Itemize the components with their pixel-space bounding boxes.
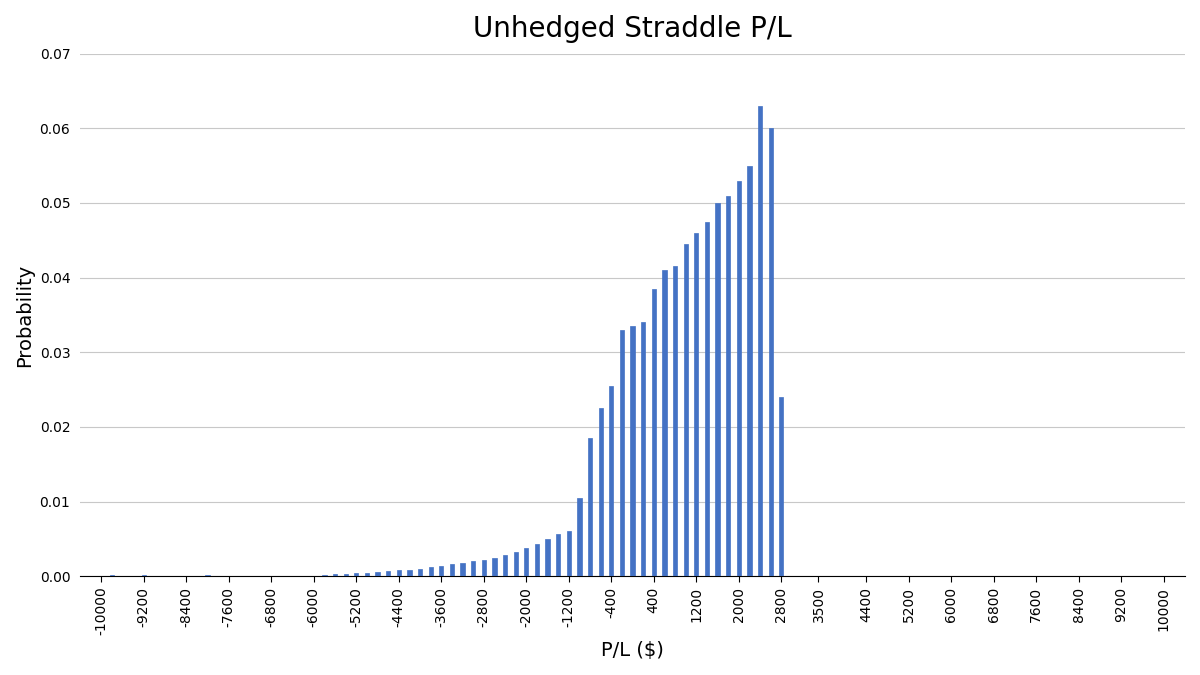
- Bar: [376, 572, 379, 576]
- Bar: [577, 498, 582, 576]
- Bar: [386, 571, 390, 576]
- Bar: [726, 196, 731, 576]
- Bar: [343, 574, 348, 576]
- Bar: [472, 562, 475, 576]
- Bar: [737, 181, 740, 576]
- Bar: [407, 570, 412, 576]
- Bar: [715, 203, 720, 576]
- Bar: [418, 569, 422, 576]
- Bar: [673, 267, 677, 576]
- Bar: [566, 531, 571, 576]
- Bar: [545, 539, 550, 576]
- Bar: [662, 270, 666, 576]
- Bar: [439, 566, 443, 576]
- Bar: [332, 574, 337, 576]
- Bar: [354, 573, 359, 576]
- Bar: [694, 233, 698, 576]
- Bar: [492, 558, 497, 576]
- Bar: [205, 575, 210, 576]
- Bar: [684, 244, 688, 576]
- Bar: [768, 128, 773, 576]
- Bar: [535, 544, 539, 576]
- Bar: [514, 552, 517, 576]
- Bar: [641, 323, 646, 576]
- Bar: [428, 567, 433, 576]
- Bar: [109, 575, 114, 576]
- Bar: [365, 572, 370, 576]
- Bar: [758, 106, 762, 576]
- Bar: [610, 386, 613, 576]
- Bar: [630, 326, 635, 576]
- Bar: [619, 330, 624, 576]
- Bar: [704, 221, 709, 576]
- Bar: [142, 575, 146, 576]
- Bar: [397, 570, 401, 576]
- Bar: [748, 165, 751, 576]
- Bar: [556, 535, 560, 576]
- Bar: [779, 397, 784, 576]
- Bar: [588, 438, 592, 576]
- Bar: [481, 560, 486, 576]
- Bar: [652, 289, 656, 576]
- Bar: [450, 564, 454, 576]
- Bar: [503, 556, 508, 576]
- Bar: [599, 408, 602, 576]
- Y-axis label: Probability: Probability: [14, 263, 34, 367]
- Bar: [323, 575, 326, 576]
- X-axis label: P/L ($): P/L ($): [601, 641, 664, 660]
- Title: Unhedged Straddle P/L: Unhedged Straddle P/L: [473, 15, 792, 43]
- Bar: [461, 563, 464, 576]
- Bar: [524, 548, 528, 576]
